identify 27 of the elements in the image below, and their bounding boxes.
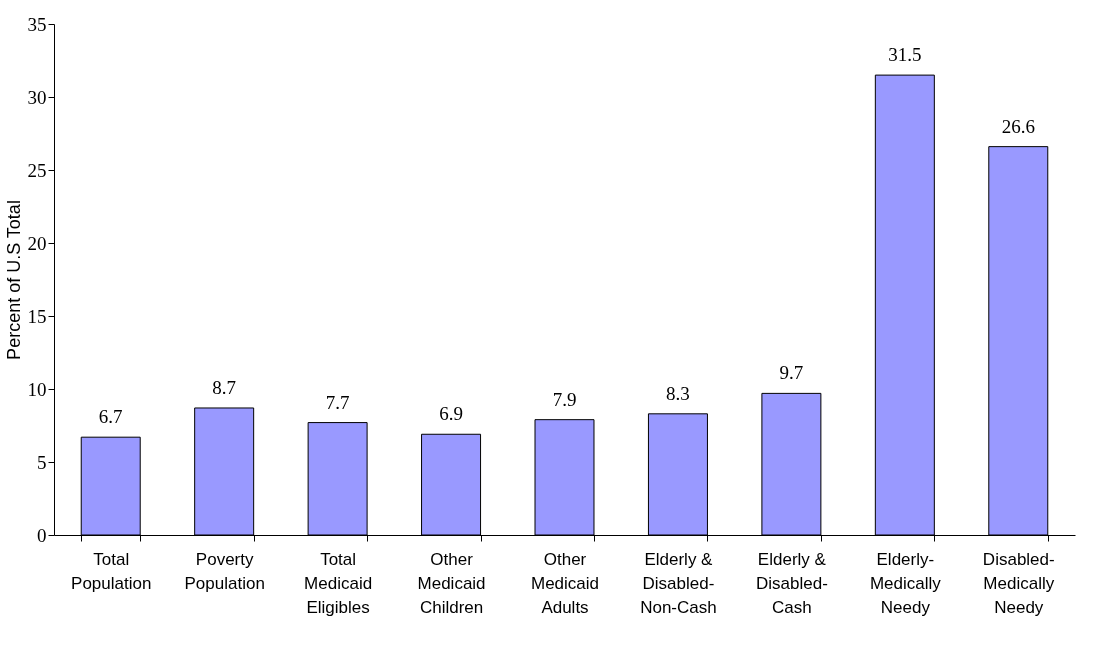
x-tick-label: Disabled- Medically Needy: [982, 549, 1055, 617]
x-tick-label: Elderly & Disabled- Non-Cash: [640, 549, 717, 617]
data-label: 8.7: [212, 376, 237, 398]
x-tick-label: Other Medicaid Adults: [530, 549, 600, 617]
y-axis-title: Percent of U.S Total: [3, 200, 24, 360]
y-tick-label: 5: [37, 451, 47, 473]
data-label: 7.9: [552, 388, 577, 410]
x-tick-label: Total Medicaid Eligibles: [304, 549, 373, 617]
y-tick-label: 35: [27, 13, 47, 35]
y-tick-label: 15: [27, 305, 47, 327]
x-tick-label: Elderly- Medically Needy: [869, 549, 942, 617]
y-tick-label: 0: [37, 524, 47, 546]
data-label: 6.9: [439, 403, 463, 425]
y-tick-label: 25: [27, 159, 47, 181]
y-tick-label: 30: [27, 86, 47, 108]
data-label: 6.7: [98, 406, 123, 428]
data-label: 7.7: [325, 391, 350, 413]
data-label: 9.7: [779, 362, 804, 384]
x-tick-label: Other Medicaid Children: [417, 549, 486, 617]
data-label: 8.3: [666, 382, 690, 404]
x-tick-label: Elderly & Disabled- Cash: [755, 549, 828, 617]
data-label: 26.6: [1001, 115, 1035, 137]
data-label: 31.5: [888, 44, 922, 66]
x-tick-label: Poverty Population: [184, 549, 265, 593]
x-tick-label: Total Population: [71, 549, 152, 593]
y-tick-label: 20: [27, 232, 47, 254]
y-tick-label: 10: [27, 378, 47, 400]
